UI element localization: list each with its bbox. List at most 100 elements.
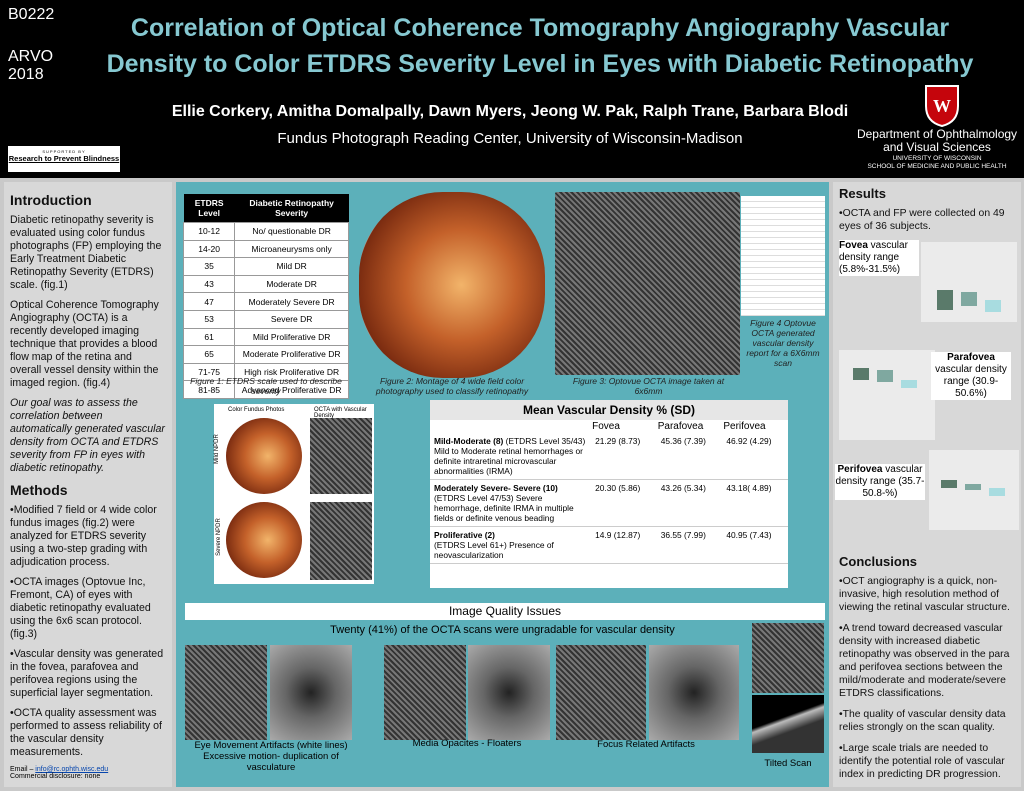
- table-cell: 14-20: [182, 239, 236, 259]
- artifact-image: [752, 623, 824, 693]
- inset-row-label: Mild NPDR: [213, 434, 220, 464]
- table-header: Parafovea: [657, 421, 704, 432]
- inset-label: OCTA with Vascular Density: [314, 407, 367, 419]
- inset-fundus: [226, 502, 302, 578]
- group-description: (ETDRS Level 47/53) Severe hemorrhage, d…: [434, 493, 574, 523]
- artifact-image: [468, 645, 550, 740]
- density-table-box: Mean Vascular Density % (SD) Fovea Paraf…: [430, 400, 788, 588]
- image-caption: Focus Related Artifacts: [597, 739, 695, 750]
- table-row: Proliferative (2) (ETDRS Level 61+) Prese…: [430, 526, 788, 564]
- fovea-range: Fovea vascular density range (5.8%-31.5%…: [839, 240, 919, 276]
- table-cell: 45.36 (7.39): [656, 433, 723, 480]
- inset-label: Color Fundus Photos: [228, 407, 285, 413]
- uw-crest: W: [925, 85, 959, 128]
- table-cell: 14.9 (12.87): [591, 526, 657, 564]
- group-name: Mild-Moderate (8): [434, 436, 504, 446]
- table-header: Fovea: [592, 421, 620, 432]
- affiliation: Fundus Photograph Reading Center, Univer…: [277, 130, 743, 147]
- table-header: [430, 420, 591, 433]
- department: Department of Ophthalmology and Visual S…: [850, 128, 1024, 171]
- image-caption: Eye Movement Artifacts (white lines) Exc…: [194, 740, 348, 773]
- region: Parafovea: [947, 352, 995, 363]
- section-heading: Methods: [10, 482, 68, 498]
- section-heading: Introduction: [10, 192, 92, 208]
- row-label: Moderately Severe- Severe (10) (ETDRS Lev…: [430, 479, 592, 527]
- table-cell: Mild DR: [234, 257, 349, 276]
- group-description: (ETDRS Level 61+) Presence of neovascula…: [434, 540, 554, 560]
- row-label: Mild-Moderate (8) (ETDRS Level 35/43) Mil…: [430, 433, 592, 480]
- table-cell: 36.55 (7.99): [656, 526, 723, 564]
- density-report: [741, 196, 825, 316]
- table-cell: Mild Proliferative DR: [234, 327, 349, 347]
- table-row: 81-85 Advanced Proliferative DR: [182, 380, 349, 399]
- bullet: •OCTA images (Optovue Inc, Fremont, CA) …: [10, 576, 151, 640]
- table-cell: High risk Proliferative DR: [234, 362, 349, 382]
- figure-caption: Figure 4 Optovue OCTA generated vascular…: [746, 318, 820, 368]
- group-level: (ETDRS Level 35/43): [503, 436, 586, 446]
- table-cell: Severe DR: [234, 309, 349, 329]
- inset-octa: [310, 418, 372, 494]
- section-heading: Conclusions: [839, 554, 918, 569]
- group-name: Moderately Severe- Severe (10): [434, 483, 558, 493]
- boxplot-fovea: [921, 242, 1017, 322]
- image-caption: Media Opacites - Floaters: [412, 738, 522, 749]
- bullet: •A trend toward decreased vascular densi…: [839, 623, 1010, 699]
- table-row: Moderately Severe- Severe (10) (ETDRS Lev…: [430, 479, 788, 527]
- artifact-image: [270, 645, 352, 740]
- table-cell: Moderately Severe DR: [234, 292, 349, 311]
- table-cell: Microaneurysms only: [234, 239, 349, 259]
- table-cell: 40.95 (7.43): [722, 526, 788, 564]
- figure-caption: Figure 3: Optovue OCTA image taken at 6x…: [572, 376, 725, 396]
- table-row: 43 Moderate DR: [182, 274, 349, 294]
- boxplot-parafovea: [839, 350, 935, 440]
- table-row: Mild-Moderate (8) (ETDRS Level 35/43) Mil…: [430, 433, 788, 480]
- etdrs-table: ETDRS Level Diabetic Retinopathy Severit…: [182, 194, 349, 399]
- meeting: ARVO: [8, 48, 54, 65]
- figure-caption: Figure 1: ETDRS scale used to describe s…: [190, 376, 342, 396]
- paragraph: Diabetic retinopathy severity is evaluat…: [10, 214, 162, 291]
- region: Fovea: [839, 240, 868, 251]
- boxplot-perifovea: [929, 450, 1019, 530]
- quality-heading: Image Quality Issues: [185, 603, 825, 620]
- range: vascular density range (35.7-50.8-%): [835, 464, 925, 499]
- artifact-image: [649, 645, 739, 740]
- bullet: •OCTA quality assessment was performed t…: [10, 707, 162, 758]
- table-title: Mean Vascular Density % (SD): [430, 400, 788, 420]
- table-cell: Moderate DR: [234, 274, 349, 294]
- table-cell: 10-12: [182, 222, 236, 241]
- department-line: Department of Ophthalmology: [856, 127, 1018, 141]
- row-label: Proliferative (2) (ETDRS Level 61+) Prese…: [430, 526, 592, 564]
- perifovea-range: Perifovea vascular density range (35.7-5…: [835, 464, 925, 500]
- group-description: Mild to Moderate retinal hemorrhages or …: [434, 446, 583, 476]
- svg-text:W: W: [933, 96, 951, 116]
- bullet: •Modified 7 field or 4 wide color fundus…: [10, 504, 157, 568]
- table-row: 65 Moderate Proliferative DR: [182, 345, 349, 364]
- email[interactable]: info@rc.ophth.wisc.edu: [35, 766, 109, 773]
- artifact-image: [384, 645, 466, 740]
- tilted-bscan: [752, 695, 824, 753]
- table-cell: 43.18( 4.89): [722, 479, 788, 527]
- center-panel: ETDRS Level Diabetic Retinopathy Severit…: [176, 182, 829, 787]
- paragraph: Optical Coherence Tomography Angiography…: [10, 299, 159, 389]
- table-header: Perifovea: [723, 421, 766, 432]
- table-cell: 43.26 (5.34): [656, 479, 723, 527]
- bullet: •OCTA and FP were collected on 49 eyes o…: [839, 208, 1005, 232]
- bullet: •Large scale trials are needed to identi…: [839, 743, 1005, 780]
- left-column: Introduction Diabetic retinopathy severi…: [4, 182, 172, 787]
- sponsor: Research to Prevent Blindness: [8, 154, 120, 163]
- email-line: Email – info@rc.ophth.wisc.edu: [10, 766, 166, 773]
- octa-image: [555, 192, 740, 375]
- quality-summary: Twenty (41%) of the OCTA scans were ungr…: [330, 624, 675, 636]
- bullet: •The quality of vascular density data re…: [839, 709, 1006, 733]
- authors: Ellie Corkery, Amitha Domalpally, Dawn M…: [171, 103, 849, 120]
- region: Perifovea: [837, 464, 883, 475]
- inset-fundus: [226, 418, 302, 494]
- inset-octa: [310, 502, 372, 580]
- bullet: •Vascular density was generated in the f…: [10, 648, 164, 699]
- title-line: Correlation of Optical Coherence Tomogra…: [130, 14, 950, 42]
- table-row: 10-12 No/ questionable DR: [182, 222, 349, 241]
- table-cell: 35: [182, 257, 236, 276]
- range: vascular density range (30.9-50.6%): [935, 364, 1007, 399]
- table-cell: 46.92 (4.29): [722, 433, 788, 480]
- table-cell: 53: [182, 309, 236, 329]
